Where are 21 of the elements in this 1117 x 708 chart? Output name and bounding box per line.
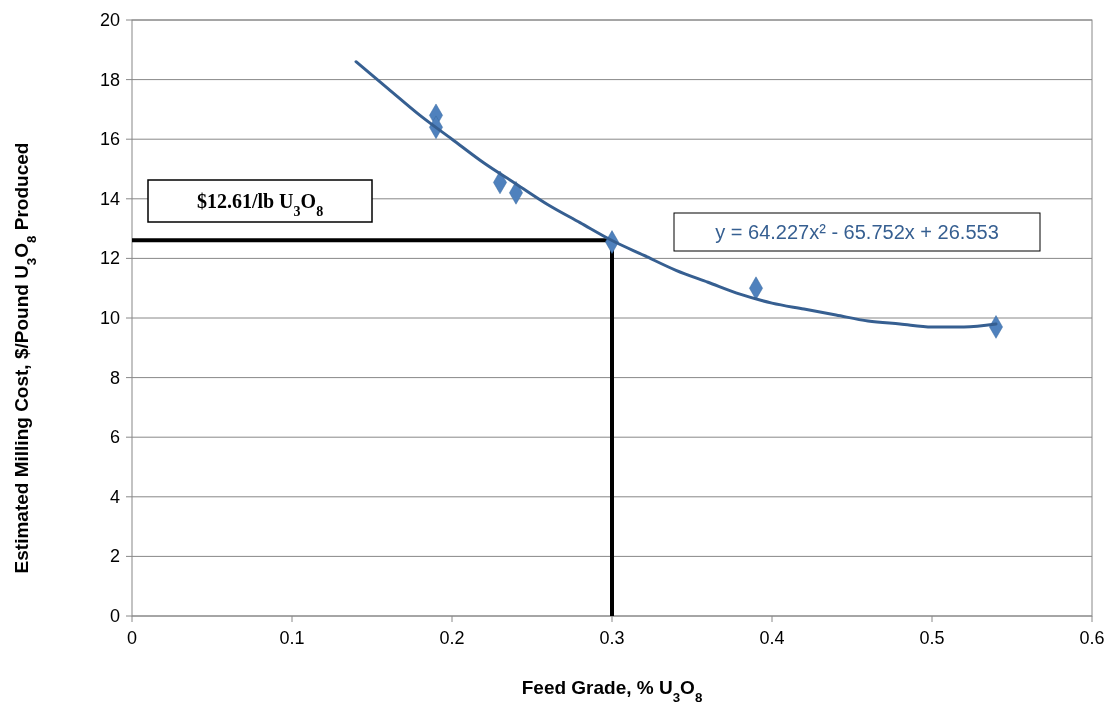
y-tick-label: 12 bbox=[99, 248, 120, 269]
y-tick-label: 10 bbox=[99, 308, 120, 328]
y-tick-label: 16 bbox=[99, 129, 120, 150]
x-tick-label: 0 bbox=[126, 628, 138, 648]
y-tick-label: 6 bbox=[109, 427, 120, 448]
x-tick-label: 0.5 bbox=[919, 628, 945, 648]
x-tick-label: 0.1 bbox=[279, 628, 305, 648]
annotation: y = 64.227x² - 65.752x + 26.553 bbox=[715, 221, 999, 243]
y-tick-label: 14 bbox=[99, 188, 120, 209]
y-tick-label: 0 bbox=[109, 606, 120, 626]
y-tick-label: 8 bbox=[109, 367, 120, 388]
x-axis-title: Feed Grade, % U$_{3}$O$_{8}$ bbox=[521, 677, 703, 705]
y-tick-label: 4 bbox=[109, 486, 120, 507]
y-tick-label: 18 bbox=[99, 69, 120, 90]
x-tick-label: 0.6 bbox=[1079, 628, 1105, 648]
x-tick-label: 0.3 bbox=[599, 628, 625, 648]
y-tick-label: 2 bbox=[109, 546, 120, 567]
y-tick-label: 20 bbox=[99, 10, 120, 30]
ref-line-label: $12.61/lb U$_{3}$O$_{8}$ bbox=[196, 190, 324, 219]
x-tick-label: 0.2 bbox=[439, 628, 465, 648]
x-tick-label: 0.4 bbox=[759, 628, 785, 648]
